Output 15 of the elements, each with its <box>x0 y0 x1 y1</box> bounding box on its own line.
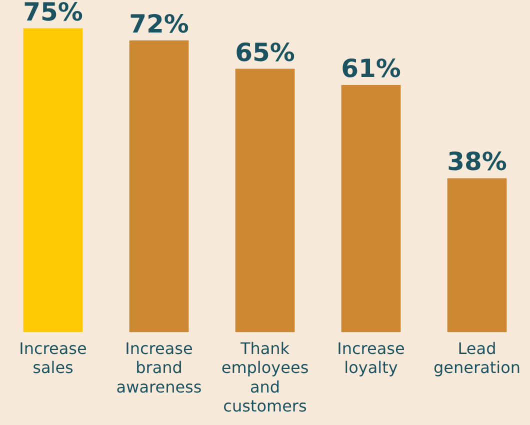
data-label: 61% <box>341 54 401 83</box>
bar <box>23 28 83 332</box>
data-label: 38% <box>447 147 507 176</box>
x-tick-label: Increase sales <box>19 338 87 378</box>
x-tick-label: Thank employees and customers <box>221 338 309 416</box>
bar <box>447 178 507 332</box>
data-label: 72% <box>129 9 189 38</box>
x-tick-label: Increase brand awareness <box>116 338 202 396</box>
x-tick-label: Lead generation <box>433 338 521 378</box>
data-label: 75% <box>23 0 83 26</box>
data-label: 65% <box>235 38 295 67</box>
bar <box>129 40 189 332</box>
bar <box>235 68 295 332</box>
x-tick-label: Increase loyalty <box>337 338 405 378</box>
bar <box>341 85 401 332</box>
